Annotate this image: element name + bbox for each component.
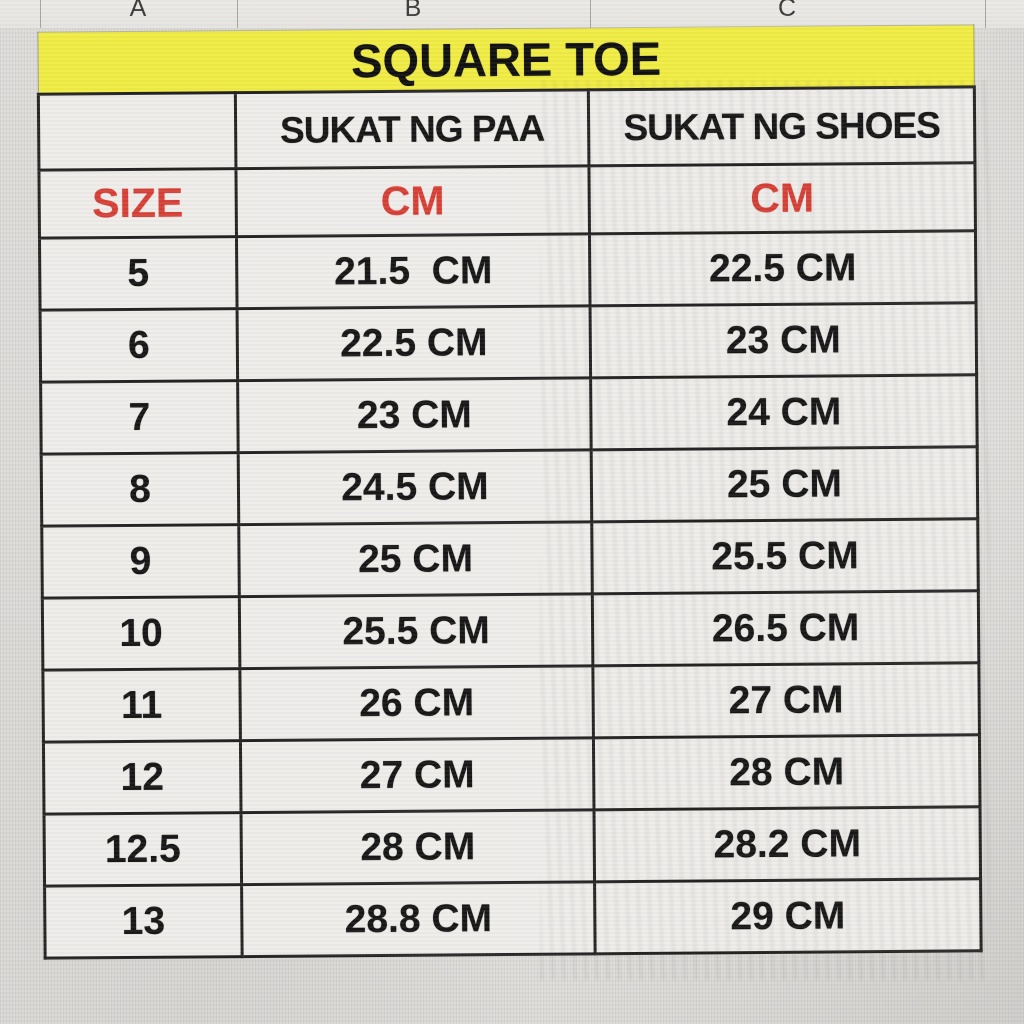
column-letter-b: B	[404, 0, 422, 22]
empty-header-cell	[38, 92, 236, 171]
size-value: 10	[42, 596, 240, 671]
foot-cm-value: 21.5 CM	[236, 233, 591, 309]
size-value: 7	[40, 380, 239, 455]
title-row: SQUARE TOE	[37, 24, 975, 95]
shoes-cm-value: 23 CM	[590, 302, 977, 378]
foot-cm-value: 23 CM	[237, 377, 592, 453]
shoes-cm-value: 28 CM	[593, 734, 981, 810]
size-chart-table: SQUARE TOE SUKAT NG PAA SUKAT NG SHOES S…	[36, 24, 982, 959]
size-value: 12.5	[44, 812, 242, 887]
shoes-cm-value: 26.5 CM	[592, 590, 979, 666]
table-row: 6 22.5 CM 23 CM	[40, 302, 977, 383]
shoes-cm-value: 28.2 CM	[593, 806, 981, 882]
shoes-cm-value: 24 CM	[590, 374, 978, 450]
foot-cm-value: 26 CM	[239, 665, 594, 741]
table-row: 8 24.5 CM 25 CM	[41, 446, 978, 527]
table-row: 5 21.5 CM 22.5 CM	[39, 230, 977, 311]
foot-cm-value: 24.5 CM	[238, 449, 592, 525]
foot-cm-value: 28 CM	[241, 809, 595, 885]
shoes-cm-value: 25 CM	[591, 446, 978, 522]
foot-cm-value: 22.5 CM	[237, 305, 591, 381]
size-value: 6	[40, 308, 238, 383]
shoes-cm-value: 25.5 CM	[591, 518, 979, 594]
size-value: 8	[41, 452, 239, 527]
shoe-size-header: SUKAT NG SHOES	[588, 86, 975, 166]
size-value: 12	[43, 740, 242, 815]
foot-size-header: SUKAT NG PAA	[235, 89, 589, 169]
table-row: 9 25 CM 25.5 CM	[41, 518, 979, 599]
shoes-cm-value: 29 CM	[594, 878, 982, 954]
size-rows: 5 21.5 CM 22.5 CM 6 22.5 CM 23 CM 7 23 C…	[39, 230, 982, 959]
column-gridline	[590, 0, 591, 28]
size-value: 9	[41, 524, 240, 599]
table-row: 11 26 CM 27 CM	[42, 662, 980, 743]
foot-cm-value: 25 CM	[238, 521, 593, 597]
column-gridline	[40, 0, 41, 28]
table-row: 12.5 28 CM 28.2 CM	[44, 806, 981, 887]
foot-cm-value: 25.5 CM	[239, 593, 593, 669]
shoes-cm-value: 27 CM	[592, 662, 980, 738]
column-gridline	[237, 0, 238, 28]
unit-row: SIZE CM CM	[38, 162, 976, 239]
column-gridline	[985, 0, 986, 28]
column-letter-c: C	[777, 0, 797, 22]
size-value: 13	[44, 884, 243, 959]
foot-unit-label: CM	[235, 165, 590, 237]
column-letter-a: A	[129, 0, 147, 22]
spreadsheet-column-header-strip: A B C	[0, 0, 1024, 28]
table-row: 13 28.8 CM 29 CM	[44, 878, 982, 959]
header-row: SUKAT NG PAA SUKAT NG SHOES	[38, 86, 975, 171]
table-title: SQUARE TOE	[37, 24, 975, 95]
foot-cm-value: 27 CM	[240, 737, 594, 813]
size-label: SIZE	[38, 168, 237, 239]
size-chart-sheet: SQUARE TOE SUKAT NG PAA SUKAT NG SHOES S…	[36, 24, 982, 959]
foot-cm-value: 28.8 CM	[241, 881, 596, 957]
size-value: 11	[42, 668, 241, 743]
size-value: 5	[39, 236, 238, 311]
shoes-unit-label: CM	[588, 162, 976, 234]
table-row: 12 27 CM 28 CM	[43, 734, 981, 815]
shoes-cm-value: 22.5 CM	[589, 230, 977, 306]
table-row: 7 23 CM 24 CM	[40, 374, 978, 455]
table-row: 10 25.5 CM 26.5 CM	[42, 590, 979, 671]
